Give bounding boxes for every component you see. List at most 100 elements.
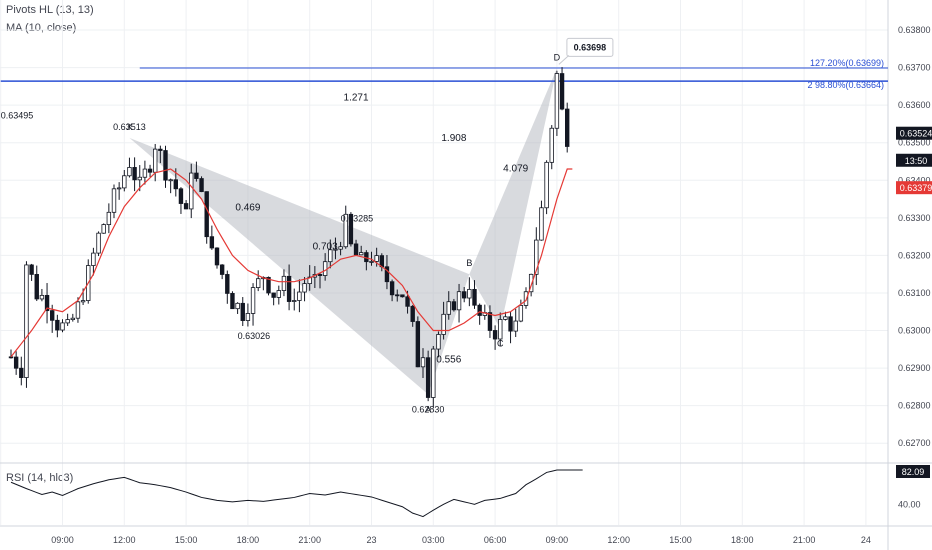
candle-body <box>436 334 441 350</box>
candle <box>168 178 173 194</box>
candle-body <box>498 319 503 340</box>
pattern-ratio-label: 1.271 <box>344 92 369 103</box>
candle-body <box>467 288 472 299</box>
candle-body <box>250 287 256 314</box>
candle <box>13 351 19 375</box>
candle <box>338 241 343 256</box>
candle <box>101 223 106 234</box>
candle-body <box>441 313 446 335</box>
price-tick-label: 0.63800 <box>898 25 931 35</box>
candle <box>343 205 348 249</box>
candle-body <box>199 178 204 193</box>
candle-body <box>173 179 178 190</box>
price-tick-label: 0.63200 <box>898 250 931 260</box>
price-tick-label: 0.63700 <box>898 63 931 73</box>
candle-body <box>70 317 75 320</box>
candle-body <box>384 266 390 283</box>
rsi-line <box>10 469 583 518</box>
pattern-ratio-label: 0.556 <box>436 354 461 365</box>
candle <box>534 227 539 286</box>
candle-body <box>60 322 65 331</box>
candle-body <box>307 276 312 285</box>
candle <box>549 125 554 170</box>
candle <box>477 303 482 325</box>
candle <box>487 305 493 338</box>
candle-body <box>255 278 261 288</box>
candle <box>250 283 256 326</box>
candle <box>240 297 245 327</box>
price-tick-label: 0.62800 <box>898 401 931 411</box>
candle-body <box>281 275 287 291</box>
candle-body <box>204 191 209 238</box>
candle-body <box>425 357 431 398</box>
candle <box>55 314 60 338</box>
candle-body <box>75 301 81 319</box>
pivots-legend[interactable]: Pivots HL (13, 13) <box>6 4 94 16</box>
time-tick-label: 09:00 <box>546 535 569 545</box>
candle-body <box>158 148 163 151</box>
candle-body <box>142 168 148 178</box>
d-callout: 0.63698 <box>558 37 614 65</box>
candle-body <box>292 300 297 302</box>
price-tag-text: 13:50 <box>905 156 928 166</box>
candle-body <box>34 274 39 300</box>
time-tick-label: 18:00 <box>731 535 754 545</box>
candle <box>147 164 153 177</box>
time-tick-label: 03:00 <box>422 535 445 545</box>
candle-body <box>50 310 55 321</box>
candle-body <box>39 294 45 300</box>
price-tag-bg <box>896 126 932 140</box>
price-tag-bg <box>896 153 932 167</box>
price-tag: 13:50 <box>896 153 932 167</box>
candle <box>415 316 421 368</box>
candle <box>513 308 518 338</box>
candle-body <box>183 203 189 210</box>
candle-body <box>451 301 457 311</box>
candle-body <box>163 150 168 181</box>
candle-body <box>338 246 343 250</box>
pivot-price-label: 0.63026 <box>238 331 271 341</box>
candle-body <box>96 232 101 254</box>
candle-body <box>225 274 230 294</box>
candle <box>565 102 570 153</box>
candle-body <box>194 172 199 179</box>
candle <box>65 313 70 326</box>
candle <box>441 301 446 340</box>
candle <box>44 283 50 324</box>
candle-body <box>405 296 410 307</box>
price-tick-label: 0.63400 <box>898 175 931 185</box>
rsi-tag-bg <box>896 465 930 478</box>
rsi-legend[interactable]: RSI (14, hlc3) <box>6 472 74 484</box>
time-tick-label: 09:00 <box>51 535 74 545</box>
candle <box>152 143 158 182</box>
candle-body <box>271 292 276 298</box>
candle-body <box>178 188 184 204</box>
candle <box>446 291 451 320</box>
price-tag-text: 0.63379 <box>900 183 932 193</box>
ma-legend[interactable]: MA (10, close) <box>6 22 77 34</box>
candle-body <box>240 302 245 321</box>
candle <box>245 303 251 327</box>
pattern-ratio-label: 1.908 <box>441 133 466 144</box>
candle <box>183 200 189 210</box>
pattern-point-b: B <box>466 258 472 268</box>
price-tag: 0.63524 <box>896 126 932 140</box>
candle <box>255 270 261 292</box>
candle-body <box>276 290 281 298</box>
price-tag: 0.63379 <box>896 181 932 195</box>
pattern-price-label: 0.62830 <box>412 404 445 414</box>
candle-body <box>106 211 112 226</box>
candle <box>29 263 34 281</box>
candle-body <box>477 304 482 316</box>
candle <box>498 312 503 346</box>
candle-body <box>168 179 173 182</box>
candle-body <box>322 261 328 276</box>
candle <box>297 279 302 313</box>
pattern-point-d: D <box>554 52 561 62</box>
candle <box>395 289 400 302</box>
candle-body <box>554 73 560 129</box>
candle-body <box>8 356 14 359</box>
candle-body <box>539 207 544 241</box>
price-tick-label: 0.63000 <box>898 326 931 336</box>
